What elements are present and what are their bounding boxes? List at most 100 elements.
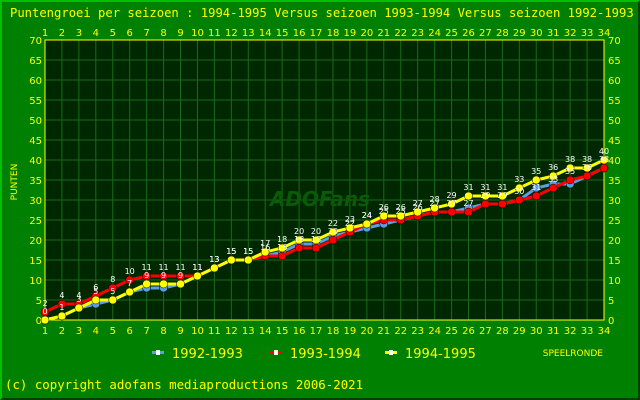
x-tick-label-top: 34 [598, 28, 611, 39]
data-label: 15 [226, 247, 236, 256]
x-tick-label-bottom: 29 [513, 326, 526, 337]
y-axis-label: PUNTEN [10, 164, 20, 201]
x-tick-label-top: 18 [327, 28, 340, 39]
data-point [565, 163, 575, 173]
x-tick-label-bottom: 5 [110, 326, 116, 337]
x-tick-label-bottom: 24 [428, 326, 441, 337]
data-label: 10 [125, 267, 135, 276]
y-tick-label-right: 65 [608, 56, 621, 67]
copyright-text: (c) copyright adofans mediaproductions 2… [5, 377, 363, 392]
x-tick-label-bottom: 33 [581, 326, 594, 337]
x-tick-label-bottom: 10 [191, 326, 204, 337]
data-point [311, 235, 321, 245]
x-tick-label-bottom: 18 [327, 326, 340, 337]
x-tick-label-bottom: 31 [547, 326, 560, 337]
data-point [599, 163, 609, 173]
x-tick-label-bottom: 20 [360, 326, 373, 337]
data-point [210, 263, 219, 273]
data-label: 17 [260, 239, 270, 248]
y-tick-label-left: 55 [29, 96, 42, 107]
data-point [277, 251, 287, 261]
data-point [244, 255, 253, 265]
x-axis-label: SPEELRONDE [543, 349, 604, 359]
data-point [311, 243, 321, 253]
data-point [582, 171, 592, 181]
data-label: 13 [209, 255, 219, 264]
data-label: 31 [497, 183, 507, 192]
x-tick-label-bottom: 15 [276, 326, 289, 337]
data-label: 13 [209, 255, 219, 264]
x-tick-label-bottom: 21 [377, 326, 390, 337]
data-label: 15 [243, 247, 253, 256]
y-tick-label-right: 35 [608, 176, 621, 187]
y-tick-label-left: 5 [36, 296, 42, 307]
legend-label: 1993-1994 [290, 347, 361, 362]
data-label: 36 [548, 163, 558, 172]
data-label: 30 [514, 187, 524, 196]
x-tick-label-bottom: 12 [225, 326, 238, 337]
data-label: 11 [142, 263, 152, 272]
data-label: 38 [599, 155, 609, 164]
x-tick-label-bottom: 11 [208, 326, 221, 337]
x-tick-label-bottom: 13 [242, 326, 255, 337]
data-label: 9 [178, 271, 183, 280]
data-label: 4 [76, 291, 81, 300]
legend-marker [389, 350, 393, 355]
x-tick-label-bottom: 19 [344, 326, 357, 337]
data-label: 38 [565, 155, 575, 164]
data-point [294, 243, 304, 253]
x-tick-label-top: 2 [59, 28, 65, 39]
data-label: 11 [158, 263, 168, 272]
data-point [548, 183, 558, 193]
x-tick-label-top: 32 [564, 28, 577, 39]
data-label: 25 [379, 207, 389, 216]
data-label: 16 [277, 243, 287, 252]
data-label: 23 [345, 215, 355, 224]
x-tick-label-bottom: 14 [259, 326, 272, 337]
y-tick-label-left: 70 [29, 36, 42, 47]
y-tick-label-left: 65 [29, 56, 42, 67]
data-point [531, 175, 541, 185]
data-label: 7 [127, 279, 132, 288]
data-label: 26 [413, 203, 423, 212]
data-label: 25 [396, 207, 406, 216]
x-tick-label-top: 9 [177, 28, 183, 39]
data-label: 6 [93, 283, 98, 292]
data-point [498, 191, 507, 201]
data-point [599, 155, 609, 165]
data-label: 26 [379, 203, 389, 212]
x-tick-label-top: 33 [581, 28, 594, 39]
y-tick-label-right: 30 [608, 196, 621, 207]
data-label: 33 [548, 175, 558, 184]
x-tick-label-bottom: 25 [445, 326, 458, 337]
data-label: 22 [328, 219, 338, 228]
data-label: 5 [110, 287, 115, 296]
data-label: 1 [59, 303, 64, 312]
x-tick-label-bottom: 26 [462, 326, 475, 337]
y-tick-label-right: 15 [608, 256, 621, 267]
data-label: 27 [430, 199, 440, 208]
data-label: 20 [328, 227, 338, 236]
data-label: 15 [226, 247, 236, 256]
data-label: 22 [345, 219, 355, 228]
data-point [464, 191, 473, 201]
data-point [277, 243, 287, 253]
data-point [328, 235, 338, 245]
y-tick-label-right: 70 [608, 36, 621, 47]
data-point [548, 171, 558, 181]
x-tick-label-top: 24 [428, 28, 441, 39]
x-tick-label-top: 27 [479, 28, 492, 39]
data-label: 18 [277, 235, 287, 244]
x-tick-label-bottom: 23 [411, 326, 424, 337]
y-tick-label-left: 10 [29, 276, 42, 287]
data-point [91, 295, 101, 305]
data-label: 27 [463, 199, 473, 208]
data-point [498, 199, 507, 209]
data-point [515, 195, 524, 205]
y-tick-label-right: 55 [608, 96, 621, 107]
x-tick-label-bottom: 2 [59, 326, 65, 337]
data-label: 36 [582, 163, 592, 172]
y-tick-label-left: 25 [29, 216, 42, 227]
